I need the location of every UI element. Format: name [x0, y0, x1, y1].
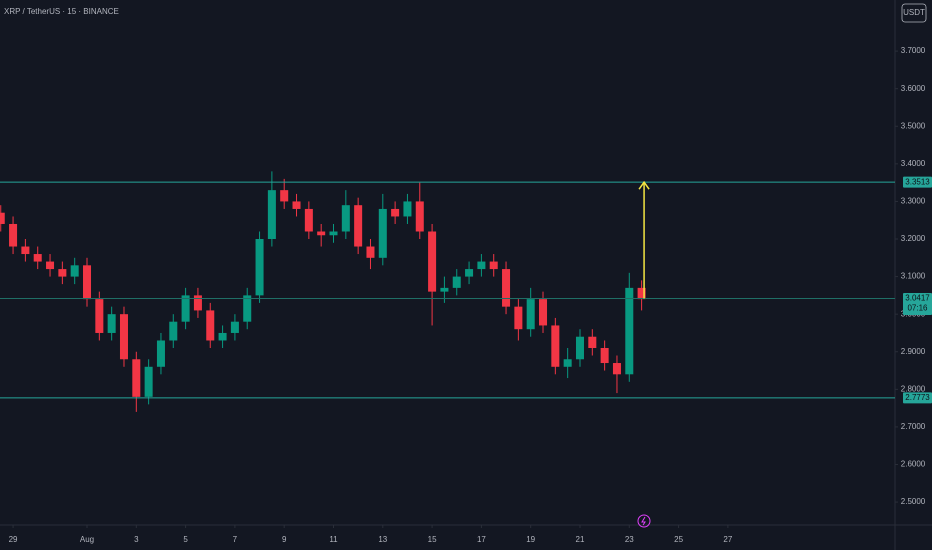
candle-body — [33, 254, 42, 262]
candle-body — [489, 261, 498, 270]
candle-body — [440, 287, 449, 292]
y-tick-label: 2.7000 — [901, 422, 926, 431]
currency: USDT — [903, 8, 925, 17]
y-tick-label: 2.8000 — [901, 384, 926, 393]
candle-body — [193, 295, 202, 311]
candle-body — [21, 246, 30, 255]
candle-body — [477, 261, 486, 270]
candle-body — [181, 295, 190, 322]
y-tick-label: 3.4000 — [901, 159, 926, 168]
candle-body — [144, 366, 153, 397]
candle-body — [218, 332, 227, 341]
x-tick-label: 13 — [378, 535, 387, 544]
candle-body — [230, 321, 239, 333]
level-label: 3.3513 — [905, 177, 930, 186]
candle-body — [83, 265, 92, 300]
candle-body — [267, 190, 276, 240]
candle-body — [119, 314, 128, 360]
candle-body — [366, 246, 375, 258]
y-tick-label: 2.9000 — [901, 347, 926, 356]
x-tick-label: 7 — [233, 535, 238, 544]
y-tick-label: 3.7000 — [901, 46, 926, 55]
level-label-box — [903, 293, 932, 316]
candle-body — [354, 205, 363, 247]
y-tick-label: 3.6000 — [901, 84, 926, 93]
x-tick-label: 25 — [674, 535, 683, 544]
y-tick-label: 3.5000 — [901, 121, 926, 130]
x-tick-label: 23 — [625, 535, 634, 544]
x-tick-label: 11 — [329, 535, 338, 544]
candle-body — [243, 295, 252, 322]
candle-body — [539, 299, 548, 326]
candle-body — [304, 208, 313, 232]
candle-body — [600, 347, 609, 364]
x-tick-label: 9 — [282, 535, 287, 544]
candle-body — [428, 231, 437, 292]
candle-body — [526, 299, 535, 330]
y-tick-label: 3.3000 — [901, 197, 926, 206]
candle-body — [514, 306, 523, 330]
level-label: 3.0417 — [905, 294, 930, 303]
candle-body — [46, 261, 55, 270]
candle-body — [169, 321, 178, 341]
candle-body — [156, 340, 165, 367]
level-label-box — [903, 392, 932, 404]
candle-body — [132, 359, 141, 397]
candle-body — [625, 287, 634, 375]
currency-box[interactable] — [901, 3, 927, 23]
x-tick-label: 21 — [576, 535, 585, 544]
candle-body — [341, 205, 350, 232]
candle-body — [378, 208, 387, 258]
candle-body — [107, 314, 116, 333]
candle-body — [551, 325, 560, 367]
candle-body — [70, 265, 79, 277]
x-tick-label: 15 — [428, 535, 437, 544]
lightning-icon[interactable] — [637, 514, 651, 528]
candle-body — [58, 269, 67, 277]
x-tick-label: 27 — [723, 535, 732, 544]
candle-body — [280, 190, 289, 202]
candle-body — [637, 287, 646, 300]
candle-body — [563, 359, 572, 367]
level-label: 2.7773 — [905, 393, 930, 402]
x-tick-label: 3 — [134, 535, 139, 544]
y-tick-label: 2.6000 — [901, 460, 926, 469]
candle-body — [255, 239, 264, 296]
candle-body — [452, 276, 461, 288]
candle-body — [391, 208, 400, 217]
candle-body — [403, 201, 412, 217]
candle-body — [465, 269, 474, 277]
y-tick-label: 3.2000 — [901, 234, 926, 243]
chart-title: XRP / TetherUS · 15 · BINANCE — [4, 7, 119, 16]
candle-body — [415, 201, 424, 232]
countdown: 07:16 — [907, 304, 928, 313]
icon-circle — [637, 514, 651, 528]
candle-body — [329, 231, 338, 236]
candle-body — [575, 336, 584, 360]
candle-body — [292, 201, 301, 209]
candle-body — [9, 223, 18, 247]
x-tick-label: 29 — [9, 535, 18, 544]
candle-body — [95, 299, 104, 333]
arrow-head — [638, 180, 650, 190]
candle-body — [612, 363, 621, 375]
candle-body — [588, 336, 597, 348]
level-label-box — [903, 176, 932, 188]
x-tick-label: 5 — [183, 535, 188, 544]
icon-bolt — [641, 516, 646, 526]
candle-body — [502, 269, 511, 307]
candle-body — [206, 310, 215, 341]
y-tick-label: 3.1000 — [901, 272, 926, 281]
x-tick-label: 19 — [526, 535, 535, 544]
x-tick-label: 17 — [477, 535, 486, 544]
y-tick-label: 2.5000 — [901, 497, 926, 506]
candle-body — [0, 212, 5, 224]
x-tick-label: Aug — [80, 535, 94, 544]
candle-body — [317, 231, 326, 236]
